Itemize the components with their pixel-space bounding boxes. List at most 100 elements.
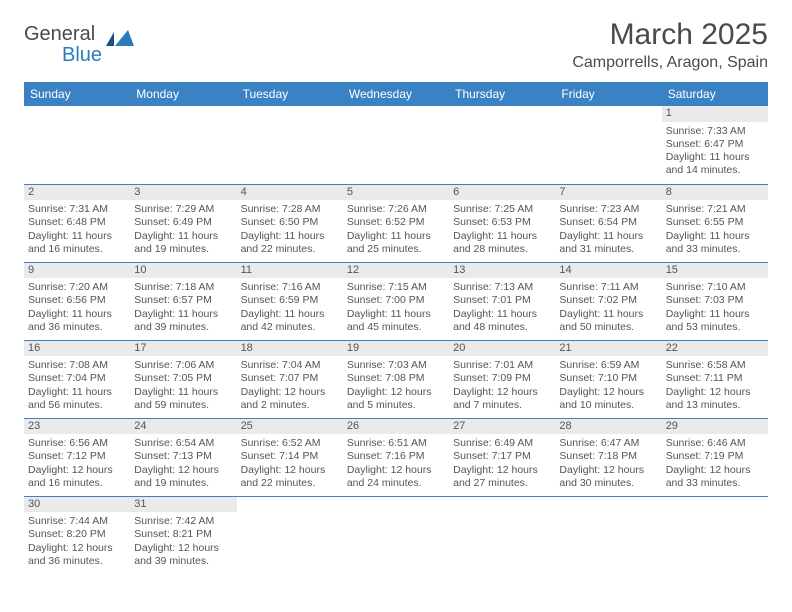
weekday-header: Friday (555, 82, 661, 106)
day-number: 29 (662, 419, 768, 435)
cell-sunset: Sunset: 6:54 PM (559, 216, 657, 229)
cell-sunset: Sunset: 6:50 PM (241, 216, 339, 229)
cell-sunrise: Sunrise: 7:18 AM (134, 281, 232, 294)
calendar-day-cell: 11Sunrise: 7:16 AMSunset: 6:59 PMDayligh… (237, 262, 343, 340)
cell-daylight1: Daylight: 11 hours (559, 230, 657, 243)
cell-daylight2: and 16 minutes. (28, 243, 126, 256)
cell-sunrise: Sunrise: 7:26 AM (347, 203, 445, 216)
cell-sunset: Sunset: 7:17 PM (453, 450, 551, 463)
day-number: 28 (555, 419, 661, 435)
calendar-body: 1Sunrise: 7:33 AMSunset: 6:47 PMDaylight… (24, 106, 768, 574)
cell-sunrise: Sunrise: 7:08 AM (28, 359, 126, 372)
cell-daylight2: and 16 minutes. (28, 477, 126, 490)
cell-sunrise: Sunrise: 7:33 AM (666, 125, 764, 138)
day-number: 13 (449, 263, 555, 279)
day-number: 7 (555, 185, 661, 201)
calendar-day-cell (237, 106, 343, 184)
day-number: 17 (130, 341, 236, 357)
cell-sunrise: Sunrise: 7:31 AM (28, 203, 126, 216)
cell-daylight2: and 48 minutes. (453, 321, 551, 334)
cell-sunrise: Sunrise: 7:15 AM (347, 281, 445, 294)
cell-daylight2: and 22 minutes. (241, 477, 339, 490)
cell-sunset: Sunset: 7:16 PM (347, 450, 445, 463)
cell-daylight1: Daylight: 12 hours (28, 542, 126, 555)
calendar-day-cell: 5Sunrise: 7:26 AMSunset: 6:52 PMDaylight… (343, 184, 449, 262)
cell-daylight1: Daylight: 11 hours (347, 308, 445, 321)
logo-text-2: Blue (62, 44, 102, 66)
calendar-week-row: 23Sunrise: 6:56 AMSunset: 7:12 PMDayligh… (24, 418, 768, 496)
cell-daylight2: and 24 minutes. (347, 477, 445, 490)
cell-daylight1: Daylight: 12 hours (28, 464, 126, 477)
day-number: 26 (343, 419, 449, 435)
logo-text-1: General (24, 23, 95, 45)
cell-sunset: Sunset: 7:05 PM (134, 372, 232, 385)
cell-sunrise: Sunrise: 7:28 AM (241, 203, 339, 216)
cell-daylight1: Daylight: 12 hours (134, 542, 232, 555)
cell-daylight1: Daylight: 11 hours (453, 308, 551, 321)
cell-daylight1: Daylight: 11 hours (241, 308, 339, 321)
day-number: 20 (449, 341, 555, 357)
day-number: 25 (237, 419, 343, 435)
calendar-day-cell: 29Sunrise: 6:46 AMSunset: 7:19 PMDayligh… (662, 418, 768, 496)
cell-daylight2: and 7 minutes. (453, 399, 551, 412)
cell-daylight2: and 10 minutes. (559, 399, 657, 412)
weekday-header: Wednesday (343, 82, 449, 106)
cell-daylight2: and 45 minutes. (347, 321, 445, 334)
calendar-week-row: 2Sunrise: 7:31 AMSunset: 6:48 PMDaylight… (24, 184, 768, 262)
weekday-header: Monday (130, 82, 236, 106)
cell-daylight2: and 19 minutes. (134, 477, 232, 490)
day-number: 8 (662, 185, 768, 201)
calendar-day-cell (343, 106, 449, 184)
header: General Blue March 2025 Camporrells, Ara… (24, 18, 768, 72)
month-title: March 2025 (572, 18, 768, 52)
day-number: 12 (343, 263, 449, 279)
calendar-day-cell: 20Sunrise: 7:01 AMSunset: 7:09 PMDayligh… (449, 340, 555, 418)
cell-daylight1: Daylight: 12 hours (347, 386, 445, 399)
calendar-day-cell: 6Sunrise: 7:25 AMSunset: 6:53 PMDaylight… (449, 184, 555, 262)
cell-daylight1: Daylight: 11 hours (28, 230, 126, 243)
cell-daylight1: Daylight: 12 hours (666, 464, 764, 477)
calendar-day-cell (449, 106, 555, 184)
cell-daylight1: Daylight: 11 hours (666, 151, 764, 164)
day-number: 22 (662, 341, 768, 357)
cell-daylight1: Daylight: 11 hours (241, 230, 339, 243)
weekday-header-row: SundayMondayTuesdayWednesdayThursdayFrid… (24, 82, 768, 106)
calendar-day-cell: 28Sunrise: 6:47 AMSunset: 7:18 PMDayligh… (555, 418, 661, 496)
calendar-week-row: 9Sunrise: 7:20 AMSunset: 6:56 PMDaylight… (24, 262, 768, 340)
calendar-day-cell: 26Sunrise: 6:51 AMSunset: 7:16 PMDayligh… (343, 418, 449, 496)
calendar-day-cell (237, 496, 343, 574)
cell-sunset: Sunset: 6:49 PM (134, 216, 232, 229)
cell-daylight2: and 13 minutes. (666, 399, 764, 412)
cell-daylight2: and 42 minutes. (241, 321, 339, 334)
cell-sunset: Sunset: 7:07 PM (241, 372, 339, 385)
cell-sunset: Sunset: 7:01 PM (453, 294, 551, 307)
cell-daylight1: Daylight: 11 hours (134, 308, 232, 321)
calendar-day-cell: 18Sunrise: 7:04 AMSunset: 7:07 PMDayligh… (237, 340, 343, 418)
cell-sunset: Sunset: 7:18 PM (559, 450, 657, 463)
cell-sunset: Sunset: 6:48 PM (28, 216, 126, 229)
cell-sunset: Sunset: 6:59 PM (241, 294, 339, 307)
calendar-day-cell: 10Sunrise: 7:18 AMSunset: 6:57 PMDayligh… (130, 262, 236, 340)
cell-sunrise: Sunrise: 6:59 AM (559, 359, 657, 372)
cell-daylight2: and 31 minutes. (559, 243, 657, 256)
cell-sunset: Sunset: 7:12 PM (28, 450, 126, 463)
cell-sunrise: Sunrise: 7:01 AM (453, 359, 551, 372)
cell-sunset: Sunset: 7:02 PM (559, 294, 657, 307)
day-number: 14 (555, 263, 661, 279)
cell-sunrise: Sunrise: 6:56 AM (28, 437, 126, 450)
cell-sunrise: Sunrise: 7:16 AM (241, 281, 339, 294)
cell-daylight1: Daylight: 12 hours (241, 464, 339, 477)
calendar-day-cell: 21Sunrise: 6:59 AMSunset: 7:10 PMDayligh… (555, 340, 661, 418)
cell-daylight2: and 33 minutes. (666, 477, 764, 490)
calendar-week-row: 16Sunrise: 7:08 AMSunset: 7:04 PMDayligh… (24, 340, 768, 418)
calendar-day-cell (555, 106, 661, 184)
cell-daylight2: and 25 minutes. (347, 243, 445, 256)
weekday-header: Tuesday (237, 82, 343, 106)
cell-daylight1: Daylight: 11 hours (28, 386, 126, 399)
cell-sunrise: Sunrise: 7:44 AM (28, 515, 126, 528)
day-number: 27 (449, 419, 555, 435)
cell-daylight1: Daylight: 12 hours (559, 386, 657, 399)
calendar-week-row: 1Sunrise: 7:33 AMSunset: 6:47 PMDaylight… (24, 106, 768, 184)
calendar-day-cell: 1Sunrise: 7:33 AMSunset: 6:47 PMDaylight… (662, 106, 768, 184)
day-number: 1 (662, 106, 768, 122)
